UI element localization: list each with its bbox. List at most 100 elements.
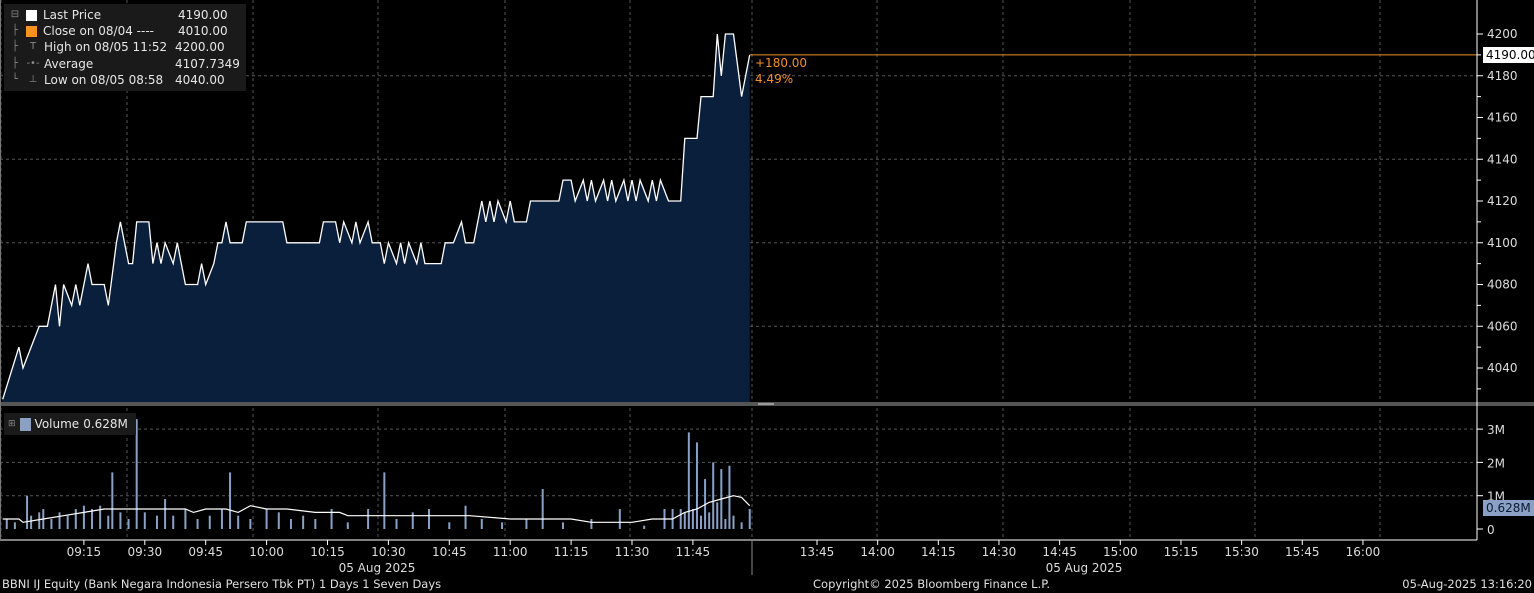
time-tick-label: 13:45 — [800, 545, 835, 559]
volume-bar — [367, 509, 370, 529]
volume-bar — [618, 509, 621, 529]
volume-bar — [383, 472, 386, 529]
price-tick-label: 4080 — [1487, 278, 1518, 292]
date-label: 05 Aug 2025 — [339, 561, 416, 575]
volume-bar — [464, 505, 467, 529]
volume-legend[interactable]: ⊞ Volume 0.628M — [4, 413, 136, 435]
price-tick-label: 4140 — [1487, 152, 1518, 166]
volume-tick-label: 3M — [1487, 423, 1505, 437]
last-price-label: 4190.00 — [1483, 47, 1534, 63]
volume-last-label: 0.628M — [1483, 500, 1534, 516]
volume-bar — [74, 509, 77, 529]
expand-icon[interactable]: ⊞ — [8, 419, 16, 429]
volume-tick-label: 0 — [1487, 523, 1495, 537]
legend-last-price[interactable]: ⊟ Last Price 4190.00 — [8, 7, 240, 23]
price-tick-label: 4120 — [1487, 194, 1518, 208]
volume-bar — [58, 512, 61, 529]
volume-bar — [700, 515, 703, 529]
volume-bar — [107, 515, 110, 529]
volume-bar — [229, 472, 232, 529]
volume-bar — [525, 519, 528, 529]
volume-bar — [38, 512, 41, 529]
volume-bar — [428, 509, 430, 529]
orange-square-swatch-icon — [26, 25, 37, 37]
time-tick-label: 11:45 — [676, 545, 711, 559]
volume-bar — [724, 519, 727, 529]
volume-bar — [30, 515, 33, 529]
time-tick-label: 10:45 — [432, 545, 467, 559]
price-legend: ⊟ Last Price 4190.00 ├ Close on 08/04 ---- 4… — [4, 4, 246, 92]
volume-bar — [127, 519, 130, 529]
collapse-icon[interactable]: ⊟ — [10, 9, 20, 20]
timestamp: 05-Aug-2025 13:16:20 — [1402, 577, 1532, 591]
volume-bar — [346, 522, 349, 529]
price-tick-label: 4100 — [1487, 236, 1518, 250]
volume-bar — [5, 519, 8, 529]
volume-bar — [13, 522, 16, 529]
price-tick-label: 4060 — [1487, 319, 1518, 333]
volume-bar — [501, 522, 504, 529]
volume-bar — [265, 509, 268, 529]
volume-bar — [277, 512, 280, 529]
time-tick-label: 11:00 — [493, 545, 528, 559]
volume-bar — [111, 472, 114, 529]
low-marker-icon: ⊥ — [28, 73, 38, 85]
time-tick-label: 15:30 — [1224, 545, 1259, 559]
volume-bar — [135, 419, 138, 529]
legend-low[interactable]: └ ⊥ Low on 08/05 08:58 4040.00 — [11, 72, 225, 87]
time-tick-label: 14:15 — [921, 545, 956, 559]
legend-average[interactable]: ├ -•- Average 4107.7349 — [11, 56, 240, 71]
volume-bar — [643, 525, 646, 529]
change-absolute: +180.00 — [755, 56, 808, 70]
time-tick-label: 11:30 — [615, 545, 650, 559]
volume-bar — [691, 509, 694, 529]
volume-bar — [26, 495, 29, 529]
time-tick-label: 09:45 — [188, 545, 223, 559]
volume-bar — [82, 505, 85, 529]
volume-bar — [91, 509, 94, 529]
legend-high[interactable]: ├ T High on 08/05 11:52 4200.00 — [11, 40, 225, 55]
price-line — [2, 33, 751, 400]
legend-close[interactable]: ├ Close on 08/04 ---- 4010.00 — [11, 24, 228, 39]
time-tick-label: 14:45 — [1042, 545, 1077, 559]
volume-bar — [740, 522, 743, 529]
volume-bar — [249, 519, 252, 529]
volume-bar — [119, 512, 122, 529]
time-tick-label: 14:00 — [860, 545, 895, 559]
volume-bar — [302, 515, 305, 529]
time-tick-label: 10:00 — [249, 545, 284, 559]
change-percent: 4.49% — [755, 72, 794, 86]
time-tick-label: 09:15 — [67, 545, 102, 559]
volume-bar — [748, 509, 751, 529]
volume-bar — [480, 519, 483, 529]
average-marker-icon: -•- — [26, 57, 40, 69]
price-tick-label: 4200 — [1487, 27, 1518, 41]
volume-bar — [99, 505, 102, 529]
date-label: 05 Aug 2025 — [1046, 561, 1123, 575]
volume-bar — [66, 515, 69, 529]
security-description: BBNI IJ Equity (Bank Negara Indonesia Pe… — [2, 577, 442, 591]
price-area — [2, 34, 750, 403]
price-tick-label: 4180 — [1487, 69, 1518, 83]
high-marker-icon: T — [29, 41, 37, 53]
volume-bar — [448, 522, 451, 529]
volume-bar — [330, 509, 333, 529]
time-tick-label: 10:30 — [371, 545, 406, 559]
time-tick-label: 09:30 — [128, 545, 163, 559]
volume-bar — [695, 442, 698, 529]
volume-bar — [687, 432, 690, 529]
volume-bar — [237, 515, 240, 529]
volume-bar — [184, 509, 187, 529]
white-square-swatch-icon — [26, 9, 37, 21]
volume-bar — [143, 512, 146, 529]
volume-bar — [314, 519, 317, 529]
volume-bar — [716, 502, 719, 529]
volume-bar — [708, 512, 711, 529]
price-tick-label: 4040 — [1487, 361, 1518, 375]
volume-bar — [679, 509, 682, 529]
panel-resize-handle — [758, 403, 774, 405]
volume-tick-label: 2M — [1487, 456, 1505, 470]
volume-bar — [590, 519, 593, 529]
volume-bar — [196, 519, 199, 529]
